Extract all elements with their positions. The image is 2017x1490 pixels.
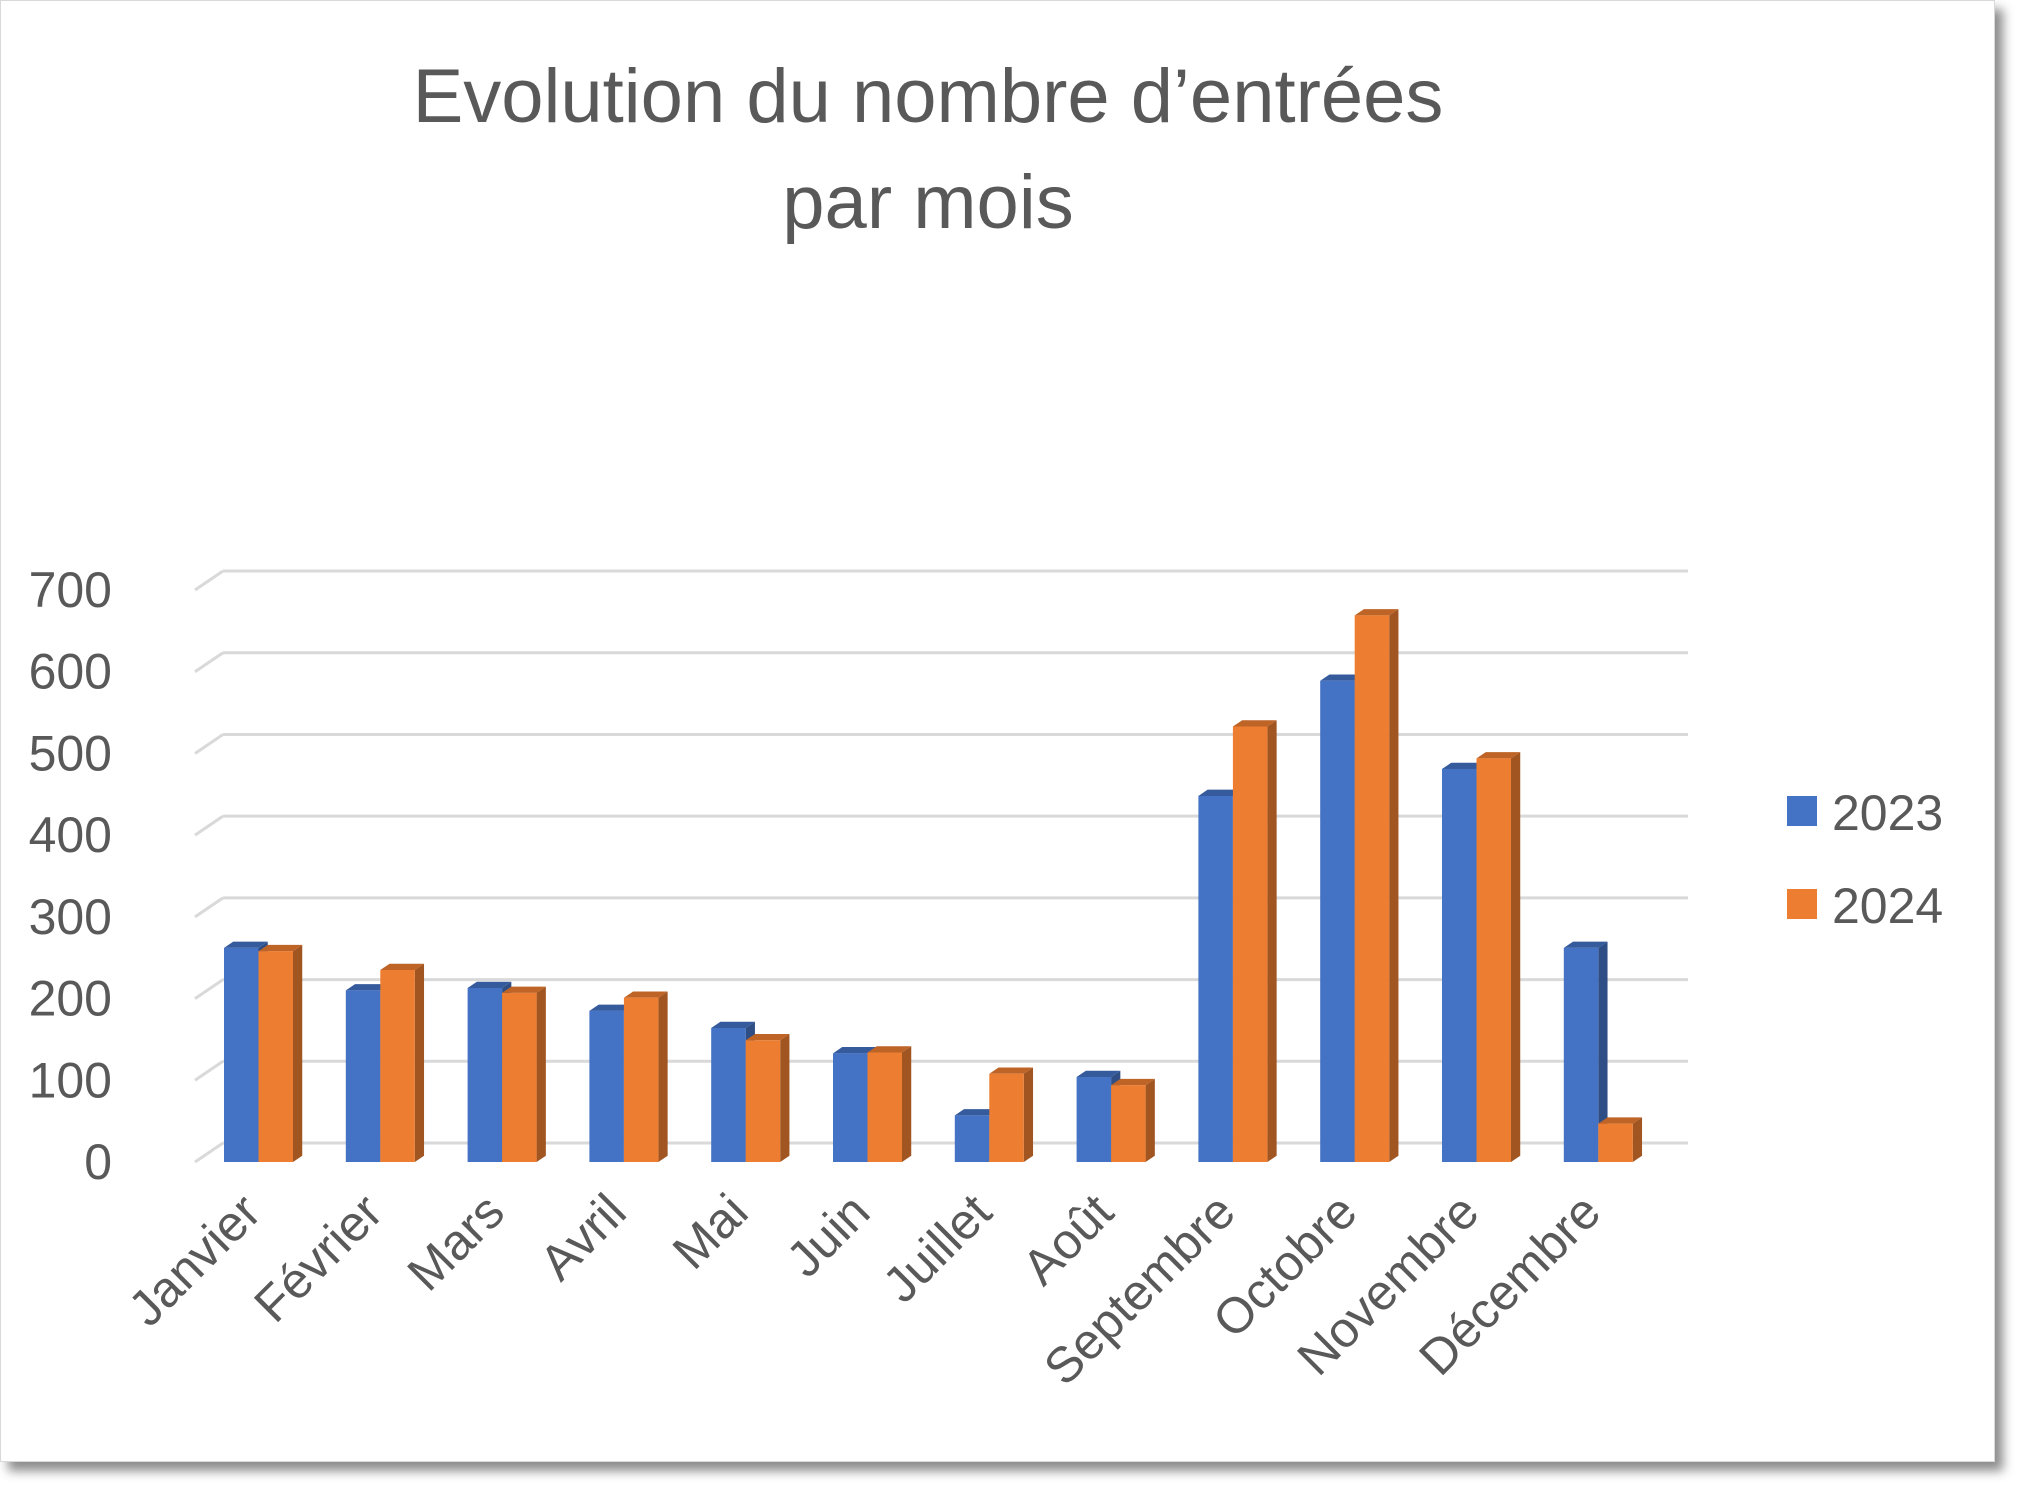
x-tick-label: Juillet (872, 1183, 1002, 1313)
y-tick-label: 700 (29, 562, 112, 618)
chart-title-line-1: Evolution du nombre d’entrées (413, 54, 1444, 139)
bar-2024-2 (502, 986, 546, 1162)
x-tick-label: Janvier (118, 1183, 272, 1337)
legend-label: 2023 (1832, 785, 1943, 841)
bar-2023-6 (954, 1109, 999, 1162)
gridline (194, 732, 1688, 755)
legend: 2023 2024 (1787, 785, 1943, 934)
bar-2023-11 (1563, 941, 1608, 1162)
gridline (194, 651, 1688, 673)
x-tick-label: Février (243, 1183, 393, 1333)
bar-2024-4 (745, 1033, 790, 1162)
x-tick-label: Mars (397, 1183, 515, 1301)
y-tick-label: 200 (29, 971, 112, 1027)
legend-swatch (1787, 796, 1817, 826)
legend-item-2023: 2023 (1787, 785, 1943, 841)
bar-2024-9 (1354, 609, 1399, 1162)
x-tick-label: Août (1012, 1183, 1124, 1295)
y-tick-label: 100 (29, 1052, 112, 1108)
x-tick-label: Avril (529, 1183, 637, 1291)
x-tick-label: Mai (662, 1183, 759, 1280)
bars (224, 609, 1643, 1162)
chart-frame (0, 0, 1995, 1462)
chart-title-line-2: par mois (782, 160, 1073, 245)
bar-2024-3 (623, 991, 668, 1162)
y-tick-label: 300 (29, 889, 112, 945)
bar-2024-11 (1598, 1117, 1643, 1162)
legend-label: 2024 (1832, 878, 1943, 934)
legend-swatch (1787, 889, 1817, 919)
bar-2024-1 (380, 963, 425, 1162)
legend-item-2024: 2024 (1787, 878, 1943, 934)
y-tick-label: 500 (29, 725, 112, 781)
bar-2024-5 (867, 1046, 912, 1162)
y-axis-tick-labels: 0 100 200 300 400 500 600 700 (29, 562, 112, 1190)
y-tick-label: 400 (29, 807, 112, 863)
bar-2024-7 (1111, 1078, 1155, 1162)
bar-2024-10 (1476, 752, 1521, 1162)
bar-2024-8 (1232, 720, 1277, 1162)
y-tick-label: 600 (29, 644, 112, 700)
y-tick-label: 0 (84, 1134, 112, 1190)
bar-2024-0 (258, 944, 303, 1162)
bar-2024-6 (989, 1067, 1034, 1162)
x-tick-label: Juin (776, 1183, 880, 1287)
gridline (194, 569, 1688, 592)
